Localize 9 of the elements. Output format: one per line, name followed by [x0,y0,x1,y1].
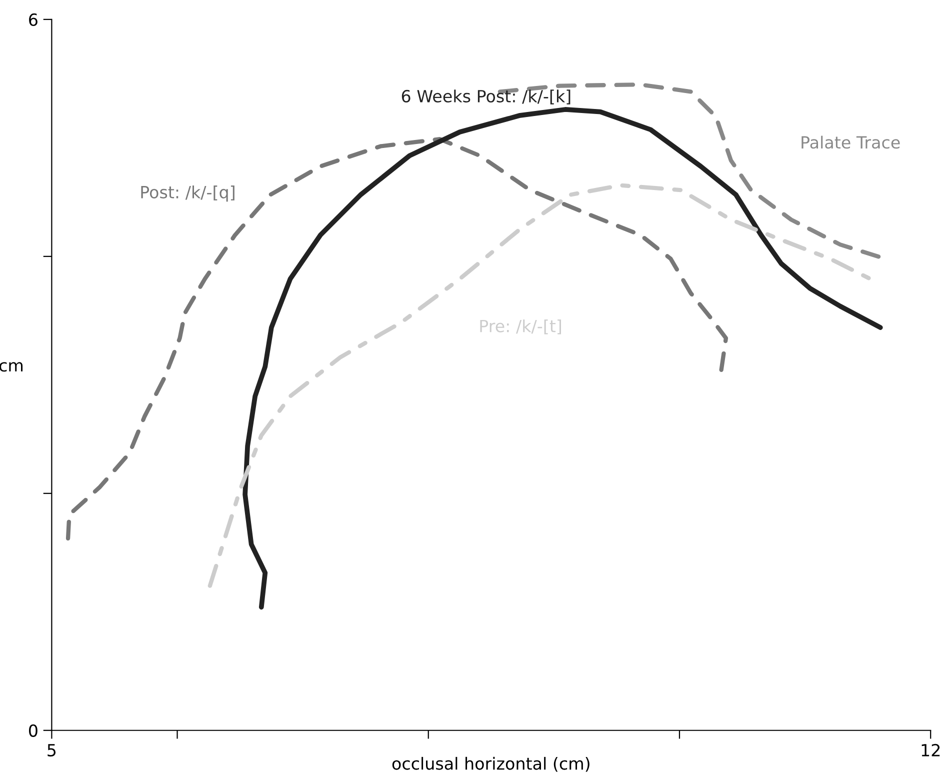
line-series [66,137,728,541]
x-tick-label: 12 [922,744,940,756]
series-label: Post: /k/-[q] [141,186,234,202]
y-tick-label: 0 [29,724,38,737]
x-tick-label: 5 [48,744,56,756]
series-label: 6 Weeks Post: /k/-[k] [402,90,570,104]
y-tick-label: 6 [29,13,38,26]
x-axis-title: occlusal horizontal (cm) [392,756,590,772]
text: Palate Trace [802,136,900,149]
